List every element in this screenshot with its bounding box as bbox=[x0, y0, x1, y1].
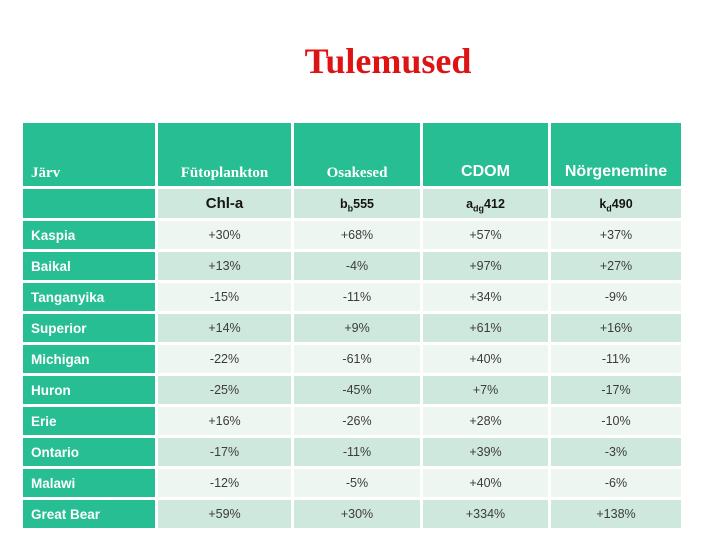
column-header-attenuation: Nörgenemine bbox=[551, 123, 681, 186]
value-cell: -4% bbox=[294, 252, 420, 280]
value-cell: -6% bbox=[551, 469, 681, 497]
value-cell: +7% bbox=[423, 376, 548, 404]
table-row: Ontario -17% -11% +39% -3% bbox=[23, 438, 681, 466]
value-cell: -9% bbox=[551, 283, 681, 311]
lake-name: Huron bbox=[23, 376, 155, 404]
value-cell: -22% bbox=[158, 345, 291, 373]
lake-name: Superior bbox=[23, 314, 155, 342]
value-cell: -15% bbox=[158, 283, 291, 311]
slide-title: Tulemused bbox=[304, 41, 472, 81]
lake-name: Kaspia bbox=[23, 221, 155, 249]
value-cell: -11% bbox=[294, 438, 420, 466]
table-row: Michigan -22% -61% +40% -11% bbox=[23, 345, 681, 373]
table-row: Baikal +13% -4% +97% +27% bbox=[23, 252, 681, 280]
value-cell: -12% bbox=[158, 469, 291, 497]
results-table: Järv Fütoplankton Osakesed CDOM Nörgenem… bbox=[20, 120, 684, 531]
value-cell: +27% bbox=[551, 252, 681, 280]
value-cell: -11% bbox=[551, 345, 681, 373]
value-cell: +334% bbox=[423, 500, 548, 528]
value-cell: +34% bbox=[423, 283, 548, 311]
value-cell: +57% bbox=[423, 221, 548, 249]
table-row: Malawi -12% -5% +40% -6% bbox=[23, 469, 681, 497]
lake-name: Tanganyika bbox=[23, 283, 155, 311]
table-row: Kaspia +30% +68% +57% +37% bbox=[23, 221, 681, 249]
table-header-row: Järv Fütoplankton Osakesed CDOM Nörgenem… bbox=[23, 123, 681, 186]
value-cell: +30% bbox=[158, 221, 291, 249]
lake-name: Malawi bbox=[23, 469, 155, 497]
value-cell: +16% bbox=[158, 407, 291, 435]
subheader-bb555: bb555 bbox=[294, 189, 420, 218]
value-cell: -45% bbox=[294, 376, 420, 404]
column-header-lake: Järv bbox=[23, 123, 155, 186]
table-row: Tanganyika -15% -11% +34% -9% bbox=[23, 283, 681, 311]
table-subheader-row: Chl-a bb555 adg412 kd490 bbox=[23, 189, 681, 218]
value-cell: +30% bbox=[294, 500, 420, 528]
column-header-particles: Osakesed bbox=[294, 123, 420, 186]
value-cell: +59% bbox=[158, 500, 291, 528]
column-header-phytoplankton: Fütoplankton bbox=[158, 123, 291, 186]
value-cell: +14% bbox=[158, 314, 291, 342]
value-cell: +68% bbox=[294, 221, 420, 249]
lake-name: Michigan bbox=[23, 345, 155, 373]
value-cell: -11% bbox=[294, 283, 420, 311]
value-cell: +9% bbox=[294, 314, 420, 342]
value-cell: -3% bbox=[551, 438, 681, 466]
column-header-cdom: CDOM bbox=[423, 123, 548, 186]
table-body: Kaspia +30% +68% +57% +37% Baikal +13% -4% +97% +… bbox=[23, 221, 681, 528]
value-cell: -17% bbox=[158, 438, 291, 466]
value-cell: +39% bbox=[423, 438, 548, 466]
value-cell: +13% bbox=[158, 252, 291, 280]
subheader-adg412: adg412 bbox=[423, 189, 548, 218]
lake-name: Ontario bbox=[23, 438, 155, 466]
value-cell: +138% bbox=[551, 500, 681, 528]
lake-name: Great Bear bbox=[23, 500, 155, 528]
value-cell: -10% bbox=[551, 407, 681, 435]
value-cell: +28% bbox=[423, 407, 548, 435]
value-cell: +40% bbox=[423, 469, 548, 497]
value-cell: +40% bbox=[423, 345, 548, 373]
value-cell: +61% bbox=[423, 314, 548, 342]
value-cell: -25% bbox=[158, 376, 291, 404]
value-cell: -26% bbox=[294, 407, 420, 435]
value-cell: +16% bbox=[551, 314, 681, 342]
lake-name: Erie bbox=[23, 407, 155, 435]
value-cell: -5% bbox=[294, 469, 420, 497]
value-cell: +97% bbox=[423, 252, 548, 280]
table-row: Erie +16% -26% +28% -10% bbox=[23, 407, 681, 435]
value-cell: +37% bbox=[551, 221, 681, 249]
subheader-empty-cell bbox=[23, 189, 155, 218]
lake-name: Baikal bbox=[23, 252, 155, 280]
value-cell: -17% bbox=[551, 376, 681, 404]
subheader-kd490: kd490 bbox=[551, 189, 681, 218]
table-row: Superior +14% +9% +61% +16% bbox=[23, 314, 681, 342]
value-cell: -61% bbox=[294, 345, 420, 373]
table-row: Great Bear +59% +30% +334% +138% bbox=[23, 500, 681, 528]
subheader-chl-a: Chl-a bbox=[158, 189, 291, 218]
table-row: Huron -25% -45% +7% -17% bbox=[23, 376, 681, 404]
